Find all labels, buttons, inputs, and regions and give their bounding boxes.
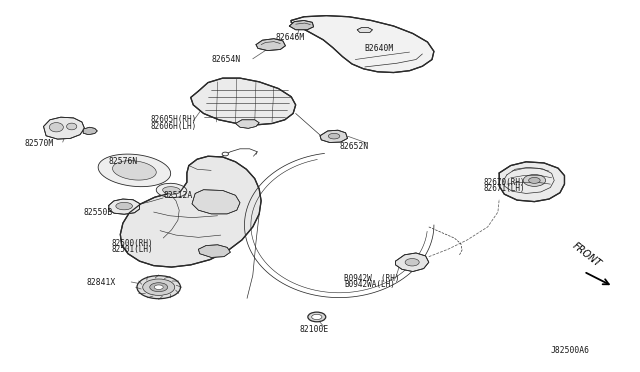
- Polygon shape: [109, 199, 140, 214]
- Text: B2640M: B2640M: [365, 44, 394, 53]
- Polygon shape: [113, 161, 156, 180]
- Ellipse shape: [405, 259, 419, 266]
- Text: 82501(LH): 82501(LH): [112, 246, 154, 254]
- Polygon shape: [357, 28, 372, 32]
- Ellipse shape: [308, 312, 326, 322]
- Polygon shape: [198, 245, 230, 257]
- Polygon shape: [120, 156, 261, 267]
- Text: FRONT: FRONT: [571, 241, 604, 269]
- Polygon shape: [44, 117, 84, 139]
- Polygon shape: [499, 162, 564, 202]
- Ellipse shape: [529, 177, 540, 183]
- Polygon shape: [191, 78, 296, 125]
- Text: 82576N: 82576N: [109, 157, 138, 166]
- Text: 82670(RH): 82670(RH): [483, 178, 525, 187]
- Polygon shape: [289, 20, 314, 30]
- Ellipse shape: [163, 187, 180, 194]
- Ellipse shape: [523, 174, 545, 186]
- Ellipse shape: [312, 314, 322, 320]
- Polygon shape: [291, 16, 434, 73]
- Ellipse shape: [143, 279, 175, 295]
- Text: 82100E: 82100E: [300, 325, 329, 334]
- Polygon shape: [83, 127, 97, 135]
- Text: 82654N: 82654N: [211, 55, 241, 64]
- Ellipse shape: [137, 276, 180, 299]
- Polygon shape: [396, 253, 429, 272]
- Text: 82605H(RH): 82605H(RH): [150, 115, 196, 124]
- Text: 82500(RH): 82500(RH): [112, 239, 154, 248]
- Text: 82512A: 82512A: [163, 191, 193, 200]
- Ellipse shape: [116, 202, 132, 210]
- Ellipse shape: [154, 285, 163, 289]
- Text: 82652N: 82652N: [339, 142, 369, 151]
- Text: 82570M: 82570M: [24, 139, 54, 148]
- Text: 82606H(LH): 82606H(LH): [150, 122, 196, 131]
- Polygon shape: [320, 130, 348, 142]
- Polygon shape: [98, 154, 171, 187]
- Text: 82841X: 82841X: [86, 278, 116, 287]
- Ellipse shape: [150, 283, 168, 292]
- Text: 82550B: 82550B: [83, 208, 113, 217]
- Text: 82671(LH): 82671(LH): [483, 185, 525, 193]
- Polygon shape: [256, 39, 285, 51]
- Text: B0942W  (RH): B0942W (RH): [344, 274, 400, 283]
- Polygon shape: [236, 120, 259, 128]
- Ellipse shape: [222, 152, 228, 156]
- Text: B0942WA(LH): B0942WA(LH): [344, 280, 395, 289]
- Ellipse shape: [156, 183, 187, 198]
- Text: 82646M: 82646M: [275, 33, 305, 42]
- Ellipse shape: [67, 123, 77, 130]
- Polygon shape: [192, 190, 240, 214]
- Ellipse shape: [328, 133, 340, 139]
- Text: J82500A6: J82500A6: [550, 346, 589, 355]
- Ellipse shape: [49, 122, 63, 132]
